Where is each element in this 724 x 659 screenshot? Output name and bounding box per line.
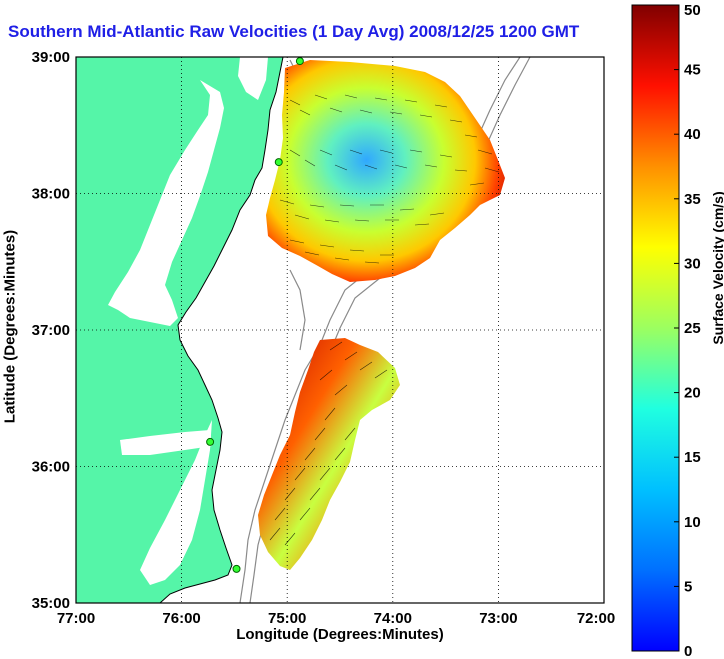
pamlico-sound [140, 420, 212, 585]
plot-frame [75, 56, 605, 604]
radar-station-marker [274, 158, 283, 167]
x-tick-label: 72:00 [577, 610, 615, 627]
y-tick-label: 37:00 [32, 322, 70, 339]
colorbar-tick-label: 30 [684, 255, 701, 272]
y-tick-label: 36:00 [32, 459, 70, 476]
colorbar [631, 4, 680, 652]
south-velocity-field [258, 338, 400, 570]
colorbar-tick-label: 45 [684, 62, 701, 79]
radar-station-marker [232, 564, 241, 573]
chesapeake-bay [108, 80, 224, 326]
x-tick-label: 77:00 [57, 610, 95, 627]
map-grid [76, 57, 604, 603]
land-mass [76, 57, 283, 603]
north-velocity-field [266, 60, 505, 282]
y-axis-ticks: 39:00 38:00 37:00 36:00 35:00 [32, 49, 70, 612]
albemarle-sound [120, 430, 212, 455]
coastline [159, 57, 284, 603]
y-tick-label: 38:00 [32, 186, 70, 203]
radar-station-marker [295, 57, 304, 66]
y-tick-label: 35:00 [32, 595, 70, 612]
delaware-bay [238, 57, 268, 100]
colorbar-tick-label: 50 [684, 2, 701, 19]
map-title: Southern Mid-Atlantic Raw Velocities (1 … [8, 22, 580, 41]
x-axis-ticks: 77:00 76:00 75:00 74:00 73:00 72:00 [57, 610, 615, 627]
x-tick-label: 73:00 [479, 610, 517, 627]
x-tick-label: 74:00 [374, 610, 412, 627]
colorbar-tick-label: 15 [684, 449, 701, 466]
radar-station-marker [206, 437, 215, 446]
colorbar-tick-label: 0 [684, 643, 692, 659]
colorbar-tick-label: 20 [684, 385, 701, 402]
colorbar-ticks: 0 5 10 15 20 25 30 35 40 45 50 [674, 2, 701, 659]
x-axis-title: Longitude (Degrees:Minutes) [236, 626, 444, 643]
velocity-vectors [269, 94, 500, 546]
colorbar-tick-label: 5 [684, 578, 692, 595]
x-tick-label: 75:00 [268, 610, 306, 627]
colorbar-tick-label: 25 [684, 320, 701, 337]
y-tick-label: 39:00 [32, 49, 70, 66]
colorbar-tick-label: 40 [684, 126, 701, 143]
colorbar-tick-label: 35 [684, 191, 701, 208]
x-tick-label: 76:00 [162, 610, 200, 627]
colorbar-tick-label: 10 [684, 514, 701, 531]
